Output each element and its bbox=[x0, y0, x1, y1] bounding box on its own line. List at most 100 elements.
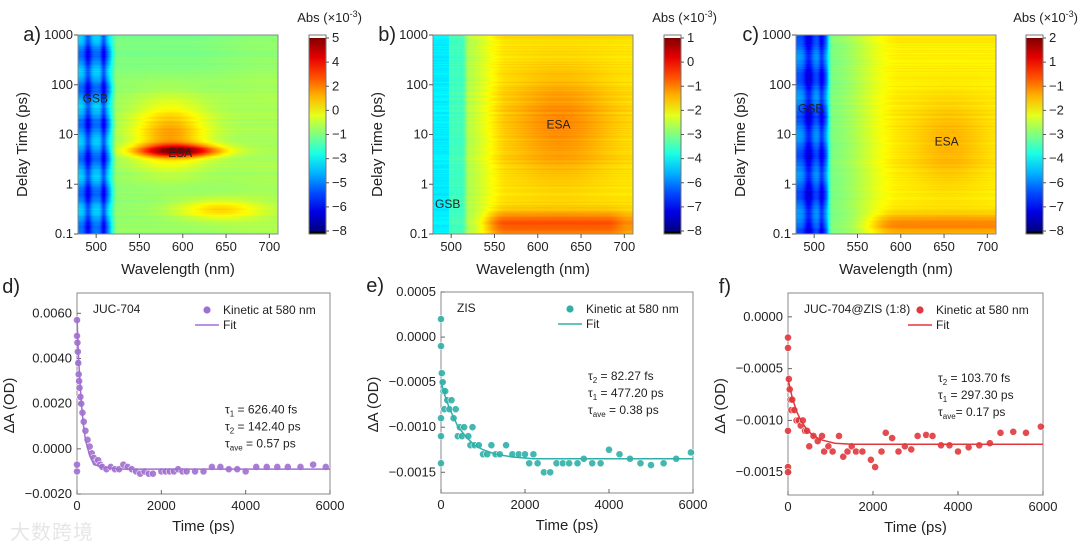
y-tick-label: 0.0000 bbox=[743, 309, 783, 324]
colorbar-tick-label: −8 bbox=[332, 223, 347, 238]
data-point bbox=[784, 333, 792, 342]
x-axis-label: Time (ps) bbox=[172, 518, 235, 535]
colorbar-tick-label: 5 bbox=[332, 30, 339, 45]
data-point bbox=[533, 459, 542, 468]
tau-subscript: ave bbox=[943, 412, 956, 421]
tau-subscript: 1 bbox=[230, 409, 235, 418]
y-tick-label: 0.1 bbox=[410, 226, 428, 241]
data-point bbox=[866, 455, 875, 464]
heatmap-c bbox=[796, 35, 996, 234]
colorbar-title-suffix: ) bbox=[358, 10, 362, 25]
annotation-gsb: GSB bbox=[798, 101, 823, 115]
colorbar-title: Abs (×10-3) bbox=[297, 9, 362, 25]
data-point bbox=[438, 378, 447, 387]
panel-f: f) 0 2000 4000 6000 0.0000 −0.0005 −0.0010 −0.00… bbox=[712, 276, 1057, 536]
annotation-esa: ESA bbox=[547, 118, 571, 132]
data-point bbox=[907, 445, 916, 454]
sample-label: JUC-704@ZIS (1:8) bbox=[804, 302, 910, 316]
annotation-gsb: GSB bbox=[83, 92, 108, 106]
sample-label: ZIS bbox=[457, 301, 476, 315]
y-tick-label: −0.0015 bbox=[389, 464, 436, 479]
x-axis-label: Wavelength (nm) bbox=[476, 261, 590, 278]
lifetime-parameter: τ1 = 477.20 ps bbox=[588, 386, 664, 402]
heatmap-b bbox=[433, 35, 633, 234]
legend-fit-label: Fit bbox=[936, 318, 950, 332]
data-point bbox=[437, 342, 445, 350]
data-point bbox=[945, 441, 954, 450]
data-point bbox=[784, 426, 792, 435]
legend-marker bbox=[566, 305, 574, 313]
y-axis-label: Delay Time (ps) bbox=[369, 92, 386, 197]
colorbar-tick-label: 0 bbox=[687, 54, 694, 69]
data-point bbox=[839, 452, 848, 461]
colorbar-tick-label: −2 bbox=[1049, 102, 1064, 117]
data-point bbox=[881, 428, 890, 437]
tau-symbol: τ bbox=[938, 405, 943, 419]
x-axis-label: Wavelength (nm) bbox=[839, 261, 953, 278]
x-tick-label: 500 bbox=[85, 239, 107, 254]
plot-frame bbox=[787, 292, 1044, 496]
panel-d: d) 0 2000 4000 6000 0.0060 0.0040 0.0020 0.0000 −… bbox=[1, 276, 344, 535]
annotation-esa: ESA bbox=[168, 146, 192, 160]
tau-symbol: τ bbox=[938, 388, 943, 402]
legend-fit-label: Fit bbox=[586, 317, 600, 331]
y-tick-label: 10 bbox=[414, 127, 428, 142]
colorbar-title-exponent: -3 bbox=[350, 9, 358, 19]
y-tick-label: 1 bbox=[784, 176, 791, 191]
data-point bbox=[529, 450, 538, 459]
y-axis-label: Delay Time (ps) bbox=[732, 92, 749, 197]
data-point bbox=[502, 441, 510, 450]
data-point bbox=[954, 447, 962, 456]
colorbar-tick-label: −5 bbox=[332, 175, 347, 190]
data-point bbox=[828, 447, 837, 456]
colorbar-tick-label: 1 bbox=[687, 30, 694, 45]
data-point bbox=[820, 447, 829, 456]
data-point bbox=[437, 414, 445, 423]
data-point bbox=[636, 459, 645, 468]
lifetime-parameter: τave= 0.17 ps bbox=[938, 405, 1005, 421]
panel-label: c) bbox=[742, 24, 759, 46]
colorbar-bottom-cap bbox=[309, 231, 326, 234]
data-point bbox=[437, 432, 445, 441]
colorbar-title: Abs (×10-3) bbox=[1013, 9, 1078, 25]
data-point bbox=[487, 441, 496, 450]
y-axis-label: ΔA (OD) bbox=[712, 378, 729, 434]
x-tick-label: 650 bbox=[933, 239, 955, 254]
y-tick-label: 0.0000 bbox=[32, 441, 72, 456]
x-tick-label: 2000 bbox=[147, 498, 176, 513]
y-tick-label: 100 bbox=[406, 77, 428, 92]
colorbar-tick-label: −3 bbox=[332, 151, 347, 166]
data-point bbox=[437, 315, 445, 323]
tau-value: = 0.57 ps bbox=[243, 436, 296, 450]
data-point bbox=[996, 428, 1005, 437]
colorbar-title-base: Abs (×10 bbox=[652, 10, 704, 25]
colorbar-bottom-cap bbox=[1026, 231, 1043, 234]
data-point bbox=[877, 447, 886, 456]
heatmap-a bbox=[78, 35, 278, 234]
x-tick-label: 600 bbox=[890, 239, 912, 254]
data-point bbox=[928, 432, 937, 440]
data-point bbox=[615, 450, 624, 459]
data-point bbox=[573, 459, 582, 468]
data-point bbox=[871, 463, 880, 471]
fit-line bbox=[440, 381, 693, 460]
colorbar-tick-label: −6 bbox=[1049, 175, 1064, 190]
x-tick-label: 6000 bbox=[679, 497, 708, 512]
colorbar-top-cap bbox=[1026, 35, 1043, 38]
x-tick-label: 6000 bbox=[316, 498, 345, 513]
data-point bbox=[148, 469, 157, 478]
tau-value: = 626.40 fs bbox=[234, 402, 297, 416]
y-tick-label: 0.0060 bbox=[32, 305, 72, 320]
x-tick-label: 4000 bbox=[595, 497, 624, 512]
panel-label: a) bbox=[23, 24, 41, 46]
colorbar-top-cap bbox=[664, 35, 681, 38]
colorbar-tick-label: 2 bbox=[1049, 30, 1056, 45]
data-point bbox=[858, 447, 867, 456]
colorbar bbox=[1026, 38, 1043, 231]
data-point bbox=[687, 448, 695, 457]
y-axis-label: ΔA (OD) bbox=[365, 377, 382, 433]
plot-frame bbox=[432, 34, 634, 235]
legend-marker bbox=[916, 306, 924, 314]
data-point bbox=[888, 434, 897, 442]
annotation-esa: ESA bbox=[935, 134, 959, 148]
